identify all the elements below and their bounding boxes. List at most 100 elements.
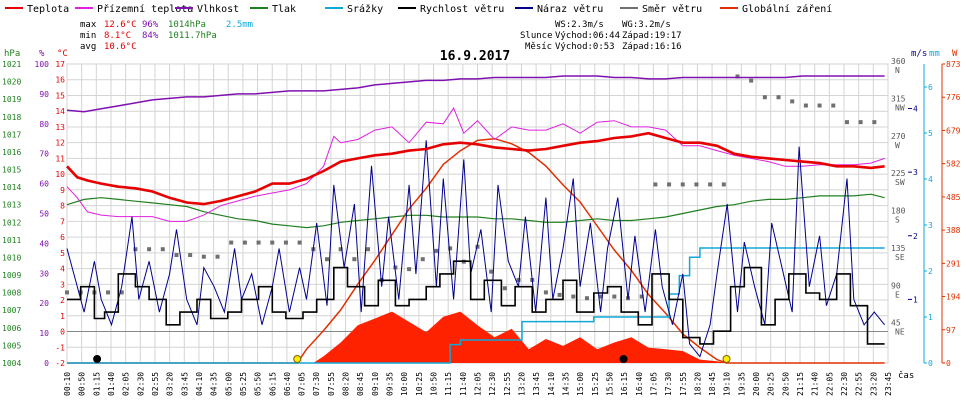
axis-tick-direction-name: N xyxy=(895,66,900,75)
series-wind-direction-point xyxy=(65,290,69,295)
axis-tick-time: 02:30 xyxy=(136,372,145,396)
axis-tick-w: 679 xyxy=(946,126,961,135)
axis-tick-time: 03:45 xyxy=(180,372,189,396)
axis-tick-mm: 1 xyxy=(928,313,933,322)
series-wind-direction-point xyxy=(270,240,275,245)
series-wind-direction-point xyxy=(448,246,453,251)
legend-label: Náraz větru xyxy=(537,3,603,15)
legend-label: Vlhkost xyxy=(197,4,239,15)
axis-tick-hpa: 1014 xyxy=(2,183,21,192)
axis-unit-celsius: °C xyxy=(57,49,68,59)
series-pressure-line xyxy=(66,193,885,229)
axis-tick-time: 12:05 xyxy=(474,372,483,396)
legend-label: Směr větru xyxy=(642,3,702,15)
legend-label: Globální záření xyxy=(742,3,832,15)
axis-tick-time: 06:40 xyxy=(283,372,292,396)
chart-title: 16.9.2017 xyxy=(440,49,510,64)
axis-tick-hpa: 1007 xyxy=(2,306,21,315)
series-temperature-line xyxy=(66,131,885,206)
axis-tick-hpa: 1019 xyxy=(2,95,21,104)
stat-max-pressure: 1014hPa xyxy=(168,20,206,30)
axis-tick-time: 21:15 xyxy=(796,372,805,396)
axis-tick-time: 12:30 xyxy=(488,372,497,396)
series-wind-direction-point xyxy=(201,254,206,259)
axis-tick-time: 16:40 xyxy=(635,372,644,396)
axis-unit-w: W xyxy=(952,49,958,59)
axis-tick-time: 14:35 xyxy=(561,372,570,396)
axis-tick-celsius: 15 xyxy=(55,91,65,100)
stat-rain-total: 2.5mm xyxy=(226,20,253,30)
axis-tick-time: 20:50 xyxy=(781,372,790,396)
stat-label: avg xyxy=(80,42,96,52)
axis-tick-direction-name: W xyxy=(895,141,900,150)
axis-tick-direction: 270 xyxy=(891,132,906,141)
axis-tick-percent: 100 xyxy=(35,60,50,69)
axis-tick-time: 05:25 xyxy=(239,372,248,396)
series-wind-direction-point xyxy=(256,240,261,245)
legend-label: Teplota xyxy=(27,4,69,15)
axis-tick-time: 09:35 xyxy=(386,372,395,396)
axis-unit-ms: m/s xyxy=(911,49,927,59)
series-wind-direction-point xyxy=(831,103,836,108)
series-wind-direction-point xyxy=(366,247,371,252)
axis-tick-time: 10:50 xyxy=(430,372,439,396)
series-wind-direction-point xyxy=(434,248,439,253)
series-wind-direction-point xyxy=(489,269,494,274)
series-wind-direction-point xyxy=(776,95,781,100)
axis-tick-direction: 225 xyxy=(891,169,906,178)
axis-tick-hpa: 1010 xyxy=(2,253,21,262)
axis-tick-direction-name: NW xyxy=(895,103,905,112)
stat-max-humidity: 96% xyxy=(142,20,159,30)
chart-axes: hPa% °C1021102010191018101710161015101410… xyxy=(2,49,961,396)
axis-tick-mm: 3 xyxy=(928,221,933,230)
axis-tick-time: 04:10 xyxy=(195,372,204,396)
axis-tick-time: 07:55 xyxy=(327,372,336,396)
stat-label: Měsíc xyxy=(525,42,552,52)
axis-tick-w: 291 xyxy=(946,259,961,268)
series-wind-direction-point xyxy=(708,182,713,187)
axis-tick-time: 18:20 xyxy=(693,372,702,396)
marker-moonset xyxy=(619,355,628,363)
axis-tick-time: 22:55 xyxy=(855,372,864,396)
axis-tick-direction: 180 xyxy=(891,207,906,216)
series-wind-direction-point xyxy=(721,182,726,187)
series-wind-direction-point xyxy=(407,267,412,272)
axis-tick-time: 03:20 xyxy=(166,372,175,396)
axis-tick-celsius: 7 xyxy=(60,217,65,226)
stat-min-pressure: 1011.7hPa xyxy=(168,31,217,41)
axis-tick-w: 0 xyxy=(946,359,951,368)
axis-tick-percent: 50 xyxy=(39,210,49,219)
axis-tick-time: 23:45 xyxy=(884,372,893,396)
axis-unit-percent: % xyxy=(39,49,45,59)
axis-tick-celsius: 9 xyxy=(60,186,65,195)
axis-tick-time: 13:20 xyxy=(517,372,526,396)
axis-tick-celsius: 16 xyxy=(55,76,65,85)
series-wind-direction-point xyxy=(147,247,152,252)
axis-tick-celsius: 3 xyxy=(60,280,65,289)
axis-tick-celsius: 10 xyxy=(55,170,65,179)
axis-tick-time: 16:15 xyxy=(620,372,629,396)
axis-tick-time: 18:45 xyxy=(708,372,717,396)
series-wind-direction-point xyxy=(516,277,521,282)
series-wind-direction-point xyxy=(297,240,302,245)
chart-legend: Teplota Přízemní teplota Vlhkost Tlak Srážky… xyxy=(5,3,832,15)
axis-tick-mm: 4 xyxy=(928,175,933,184)
axis-tick-mm: 5 xyxy=(928,129,933,138)
axis-tick-time: 02:05 xyxy=(122,372,131,396)
axis-tick-w: 582 xyxy=(946,160,961,169)
axis-unit-hpa: hPa xyxy=(4,49,20,59)
axis-tick-time: 14:10 xyxy=(547,372,556,396)
axis-tick-direction-name: SW xyxy=(895,178,905,187)
series-wind-direction-point xyxy=(160,247,165,252)
axis-tick-ms: 3 xyxy=(913,168,918,177)
axis-tick-percent: 80 xyxy=(39,120,49,129)
series-wind-direction-point xyxy=(324,257,329,262)
axis-tick-direction: 360 xyxy=(891,57,906,66)
axis-tick-hpa: 1016 xyxy=(2,148,21,157)
axis-tick-time: 22:05 xyxy=(825,372,834,396)
series-wind-direction-point xyxy=(229,240,234,245)
axis-tick-celsius: 17 xyxy=(55,60,65,69)
axis-tick-percent: 40 xyxy=(39,239,49,248)
axis-tick-time: 09:10 xyxy=(371,372,380,396)
series-wind-direction-point xyxy=(858,120,863,125)
